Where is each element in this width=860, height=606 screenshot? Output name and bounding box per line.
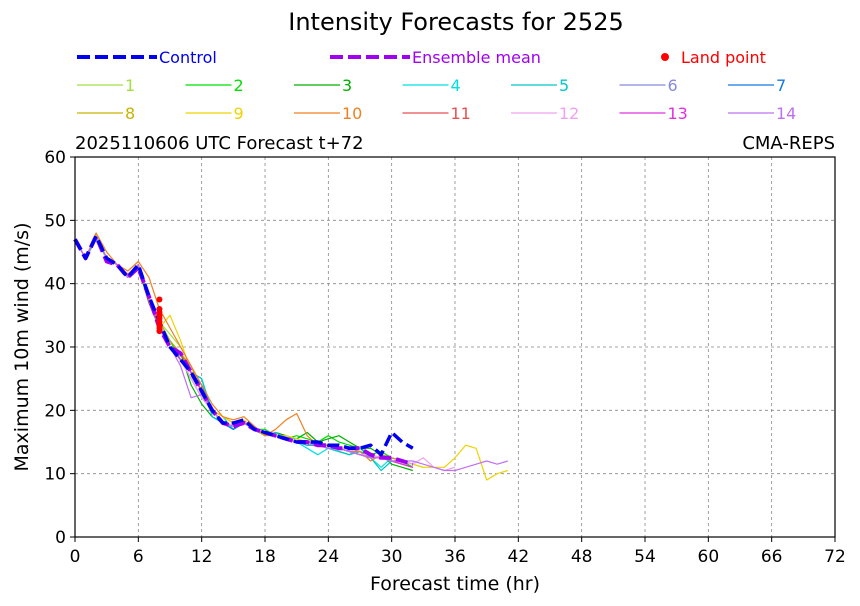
land-point — [156, 328, 163, 335]
y-tick-label: 20 — [44, 401, 66, 421]
member-1-line — [74, 232, 424, 468]
x-tick-label: 12 — [191, 547, 213, 567]
series-layer — [73, 232, 508, 481]
land-point — [156, 296, 163, 303]
member-10-line — [74, 232, 413, 465]
legend-land-label: Land point — [681, 48, 766, 67]
y-tick-label: 50 — [44, 211, 66, 231]
legend-land-marker — [661, 53, 669, 61]
y-tick-label: 30 — [44, 338, 66, 358]
legend-member-5-label: 5 — [559, 76, 569, 95]
x-tick-label: 36 — [444, 547, 466, 567]
y-tick-label: 60 — [44, 148, 66, 168]
legend-member-6-label: 6 — [668, 76, 678, 95]
x-tick-label: 54 — [634, 547, 656, 567]
x-tick-label: 60 — [698, 547, 720, 567]
chart-subtitle-left: 2025110606 UTC Forecast t+72 — [75, 133, 364, 154]
legend-member-11-label: 11 — [451, 104, 471, 123]
member-2-line — [74, 235, 414, 468]
legend-member-10-label: 10 — [342, 104, 362, 123]
control-line — [73, 234, 414, 457]
x-tick-label: 30 — [381, 547, 403, 567]
y-tick-label: 0 — [55, 528, 66, 548]
ticks: 0 6 12 18 24 30 36 42 48 54 60 66 72 0 10 20 30 40 50 60 — [44, 148, 845, 567]
member-8-line — [74, 235, 413, 468]
y-tick-label: 40 — [44, 275, 66, 295]
x-tick-label: 42 — [508, 547, 530, 567]
legend-member-7-label: 7 — [776, 76, 786, 95]
chart-title: Intensity Forecasts for 2525 — [288, 8, 623, 36]
x-tick-label: 66 — [761, 547, 783, 567]
member-13-line — [74, 235, 413, 468]
legend-member-13-label: 13 — [668, 104, 688, 123]
member-4-line — [74, 235, 413, 468]
legend-member-4-label: 4 — [451, 76, 461, 95]
y-tick-label: 10 — [44, 465, 66, 485]
legend-member-12-label: 12 — [559, 104, 579, 123]
x-tick-label: 0 — [70, 547, 81, 567]
legend-member-9-label: 9 — [234, 104, 244, 123]
chart-subtitle-right: CMA-REPS — [742, 133, 835, 154]
x-tick-label: 18 — [254, 547, 276, 567]
legend-member-2-label: 2 — [234, 76, 244, 95]
x-tick-label: 24 — [318, 547, 340, 567]
x-tick-label: 72 — [824, 547, 846, 567]
x-axis-label: Forecast time (hr) — [370, 573, 540, 595]
y-axis-label: Maximum 10m wind (m/s) — [11, 223, 33, 472]
x-tick-label: 48 — [571, 547, 593, 567]
legend-member-8-label: 8 — [125, 104, 135, 123]
grid — [75, 157, 835, 537]
legend-member-14-label: 14 — [776, 104, 796, 123]
x-tick-label: 6 — [133, 547, 144, 567]
legend-control-label: Control — [159, 48, 217, 67]
member-11-line — [74, 235, 413, 468]
legend-member-1-label: 1 — [125, 76, 135, 95]
legend-mean-label: Ensemble mean — [412, 48, 541, 67]
legend-member-3-label: 3 — [342, 76, 352, 95]
member-7-line — [74, 235, 413, 468]
